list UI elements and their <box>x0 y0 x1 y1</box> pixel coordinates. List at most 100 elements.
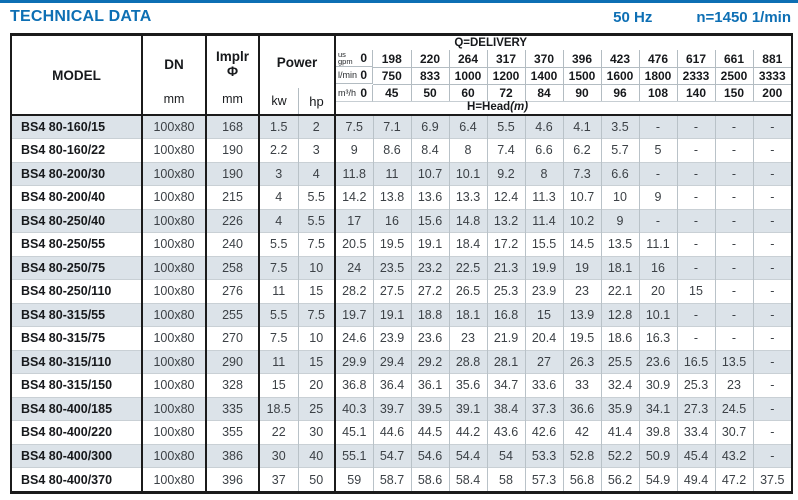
head-value-cell: 23.9 <box>525 279 564 303</box>
head-value-cell: 45.4 <box>677 443 716 468</box>
head-value-cell: 18.1 <box>601 255 640 280</box>
model-cell: BS4 80-400/370 <box>12 467 143 491</box>
head-value-cell: 13.3 <box>449 185 488 209</box>
head-value-cell: 28.1 <box>487 349 526 374</box>
impeller-column-header: Implr Φ mm <box>206 36 260 116</box>
lmin-header-row: l/min 0 750 833 1000 1200 1400 1500 1600 1800 23… <box>12 67 792 86</box>
gpm-header-row: us gpm 0 198 220 264 317 370 396 423 476 617 661 8… <box>12 50 792 68</box>
model-cell: BS4 80-250/55 <box>12 232 143 256</box>
table-row: BS4 80-160/22 100x80 190 2.2 3 9 8.6 8.4 8 7.4 6.6… <box>12 138 792 162</box>
table-row: BS4 80-400/185 100x80 335 18.5 25 40.3 39.7 39.… <box>12 396 792 421</box>
head-value-cell: 9 <box>639 185 678 209</box>
delivery-header-value: 1600 <box>601 67 640 86</box>
head-value-cell: 13.2 <box>487 208 526 233</box>
head-value-cell: 3.5 <box>601 114 640 139</box>
head-value-cell: - <box>715 138 754 162</box>
head-value-cell: 11.3 <box>525 185 564 209</box>
model-cell: BS4 80-315/75 <box>12 326 143 350</box>
head-value-cell: 39.5 <box>411 396 450 421</box>
head-value-cell: 19.5 <box>373 232 412 256</box>
head-value-cell: - <box>753 208 792 233</box>
head-value-cell: 7.3 <box>563 161 602 186</box>
table-row: BS4 80-250/55 100x80 240 5.5 7.5 20.5 19.5 19.1… <box>12 232 792 256</box>
head-value-cell: 42.6 <box>525 420 564 444</box>
delivery-header-value: 661 <box>715 50 754 68</box>
power-column-header: Power kw hp <box>259 36 336 116</box>
head-value-cell: 44.2 <box>449 420 488 444</box>
model-cell: BS4 80-315/55 <box>12 302 143 327</box>
head-value-cell: 34.7 <box>487 373 526 397</box>
head-value-cell: 58.7 <box>373 467 412 491</box>
head-value-cell: 16 <box>373 208 412 233</box>
kw-cell: 7.5 <box>259 255 299 280</box>
delivery-header-value: 1800 <box>639 67 678 86</box>
impeller-cell: 355 <box>206 420 260 444</box>
dn-cell: 100x80 <box>142 373 207 397</box>
kw-cell: 2.2 <box>259 138 299 162</box>
delivery-header-value: 96 <box>601 84 640 103</box>
head-value-cell: 11.8 <box>335 161 374 186</box>
head-value-cell: 54 <box>487 443 526 468</box>
dn-cell: 100x80 <box>142 326 207 350</box>
head-value-cell: 23 <box>563 279 602 303</box>
head-value-cell: 59 <box>335 467 374 491</box>
head-value-cell: 50.9 <box>639 443 678 468</box>
hp-cell: 15 <box>298 279 336 303</box>
head-value-cell: - <box>677 302 716 327</box>
head-value-cell: 18.4 <box>449 232 488 256</box>
head-value-cell: 27 <box>525 349 564 374</box>
head-value-cell: - <box>677 185 716 209</box>
delivery-header-value: 3333 <box>753 67 792 86</box>
table-row: BS4 80-315/150 100x80 328 15 20 36.8 36.4 36.1 3… <box>12 373 792 397</box>
head-value-cell: 7.4 <box>487 138 526 162</box>
head-value-cell: 8.6 <box>373 138 412 162</box>
impeller-cell: 168 <box>206 114 260 139</box>
head-value-cell: - <box>753 420 792 444</box>
head-value-cell: 41.4 <box>601 420 640 444</box>
m3h-zero-cell: m³/h 0 <box>335 84 373 102</box>
head-value-cell: 43.6 <box>487 420 526 444</box>
head-title: H=Head(m) <box>467 101 529 114</box>
model-cell: BS4 80-400/300 <box>12 443 143 468</box>
head-value-cell: - <box>639 161 678 186</box>
head-value-cell: 53.3 <box>525 443 564 468</box>
gpm-zero-cell: us gpm 0 <box>335 50 373 68</box>
head-value-cell: 52.2 <box>601 443 640 468</box>
page-title: TECHNICAL DATA <box>10 8 152 25</box>
head-value-cell: 6.6 <box>525 138 564 162</box>
head-value-cell: 23.9 <box>373 326 412 350</box>
model-cell: BS4 80-250/75 <box>12 255 143 280</box>
head-value-cell: 23.5 <box>373 255 412 280</box>
dn-cell: 100x80 <box>142 279 207 303</box>
head-value-cell: 21.3 <box>487 255 526 280</box>
kw-cell: 5.5 <box>259 232 299 256</box>
dn-cell: 100x80 <box>142 232 207 256</box>
delivery-header-value: 1500 <box>563 67 602 86</box>
dn-cell: 100x80 <box>142 302 207 327</box>
head-value-cell: 39.8 <box>639 420 678 444</box>
delivery-header-value: 198 <box>373 50 412 68</box>
head-value-cell: - <box>753 114 792 139</box>
hp-cell: 30 <box>298 420 336 444</box>
gpm-zero-value: 0 <box>360 51 367 66</box>
head-value-cell: 49.4 <box>677 467 716 491</box>
delivery-header-value: 2333 <box>677 67 716 86</box>
hp-unit-label: hp <box>297 88 334 114</box>
head-value-cell: - <box>715 279 754 303</box>
m3h-zero-value: 0 <box>360 85 367 100</box>
dn-cell: 100x80 <box>142 349 207 374</box>
delivery-header-value: 108 <box>639 84 678 103</box>
head-value-cell: - <box>753 326 792 350</box>
head-value-cell: 29.2 <box>411 349 450 374</box>
impeller-cell: 328 <box>206 373 260 397</box>
head-value-cell: 39.7 <box>373 396 412 421</box>
head-value-cell: 36.4 <box>373 373 412 397</box>
hp-cell: 40 <box>298 443 336 468</box>
head-section-header: H=Head(m) <box>335 101 792 117</box>
head-value-cell: 58 <box>487 467 526 491</box>
head-value-cell: 30.9 <box>639 373 678 397</box>
dn-unit-label: mm <box>163 92 185 106</box>
delivery-section-header: Q=DELIVERY <box>335 36 791 50</box>
table-row: BS4 80-315/55 100x80 255 5.5 7.5 19.7 19.1 18.8… <box>12 302 792 327</box>
